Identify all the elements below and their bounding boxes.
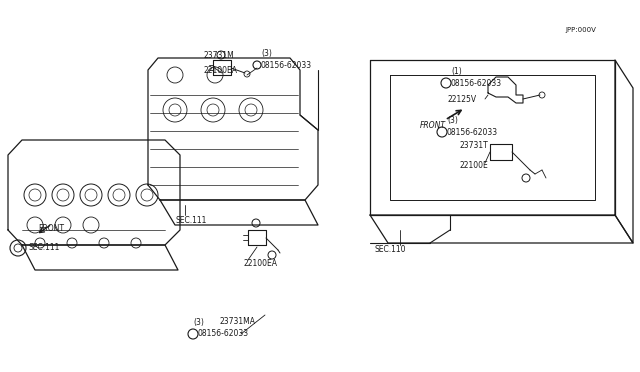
Text: 23731MA: 23731MA xyxy=(220,317,256,327)
Text: SEC.110: SEC.110 xyxy=(375,246,406,254)
Text: 23731M: 23731M xyxy=(204,51,235,60)
Text: (3): (3) xyxy=(261,48,272,58)
Text: 22100EA: 22100EA xyxy=(204,65,238,74)
Text: 08156-62033: 08156-62033 xyxy=(451,78,502,87)
Text: (3): (3) xyxy=(193,317,204,327)
Text: (3): (3) xyxy=(447,115,458,125)
Text: FRONT: FRONT xyxy=(38,224,64,232)
Text: 08156-62033: 08156-62033 xyxy=(198,330,249,339)
Text: 22100E: 22100E xyxy=(460,160,489,170)
Text: FRONT: FRONT xyxy=(420,121,446,129)
Text: SEC.111: SEC.111 xyxy=(175,215,206,224)
Text: SEC.111: SEC.111 xyxy=(28,244,60,253)
Text: 08156-62033: 08156-62033 xyxy=(447,128,498,137)
Text: 22125V: 22125V xyxy=(448,94,477,103)
Text: 08156-62033: 08156-62033 xyxy=(261,61,312,70)
Text: 23731T: 23731T xyxy=(460,141,489,150)
Text: 22100EA: 22100EA xyxy=(243,260,277,269)
Text: JPP:000V: JPP:000V xyxy=(565,27,596,33)
Text: (1): (1) xyxy=(451,67,461,76)
